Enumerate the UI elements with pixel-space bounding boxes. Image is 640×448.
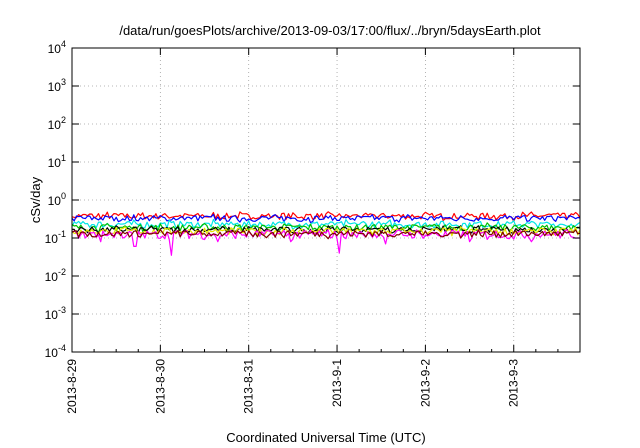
y-tick-label: 10-3 bbox=[45, 305, 66, 322]
y-tick-label: 10-1 bbox=[45, 229, 66, 246]
x-axis-label: Coordinated Universal Time (UTC) bbox=[226, 430, 425, 445]
y-tick-label: 102 bbox=[48, 115, 66, 132]
x-tick-label: 2013-9-1 bbox=[330, 359, 344, 407]
x-tick-label: 2013-9-3 bbox=[507, 359, 521, 407]
flux-series-1 bbox=[71, 213, 581, 224]
y-tick-label: 101 bbox=[48, 153, 66, 170]
flux-series-7 bbox=[71, 229, 581, 240]
x-tick-label: 2013-8-31 bbox=[242, 359, 256, 414]
axis-layer: 10-4 10-3 10-2 10-1 100 101 102 103 104 2013-8-29… bbox=[45, 39, 580, 414]
chart-title: /data/run/goesPlots/archive/2013-09-03/1… bbox=[119, 23, 541, 38]
y-axis-label: cSv/day bbox=[28, 176, 43, 223]
y-tick-label: 10-4 bbox=[45, 343, 66, 360]
y-tick-label: 103 bbox=[48, 77, 66, 94]
y-tick-label: 100 bbox=[48, 191, 66, 208]
y-tick-label: 10-2 bbox=[45, 267, 66, 284]
y-tick-label: 104 bbox=[48, 39, 66, 56]
series-layer bbox=[71, 211, 581, 256]
grid-layer bbox=[72, 48, 580, 352]
flux-series-3 bbox=[71, 222, 581, 234]
x-tick-label: 2013-8-30 bbox=[153, 359, 167, 414]
x-tick-label: 2013-8-29 bbox=[65, 359, 79, 414]
flux-series-0 bbox=[71, 211, 581, 223]
x-tick-label: 2013-9-2 bbox=[418, 359, 432, 407]
